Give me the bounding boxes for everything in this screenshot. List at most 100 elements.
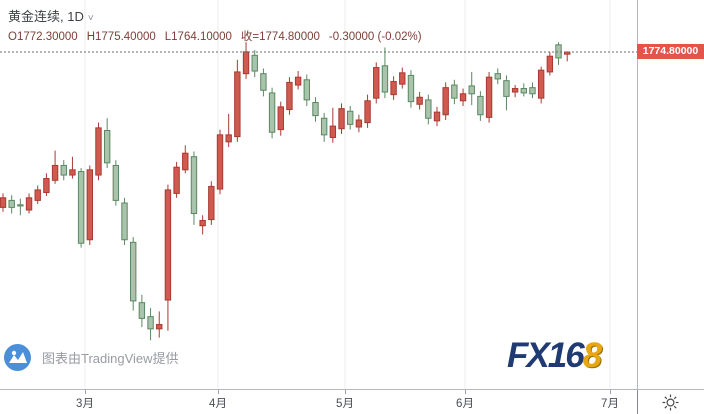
candle	[138, 294, 146, 328]
candle	[347, 106, 354, 130]
time-axis-tick	[345, 390, 346, 394]
candle	[564, 51, 571, 62]
candle	[477, 91, 484, 121]
axis-divider	[637, 390, 638, 414]
symbol-title: 黄金连续, 1D	[8, 9, 84, 24]
candle	[121, 197, 128, 245]
candle	[433, 106, 441, 127]
candle	[199, 215, 206, 235]
candle	[399, 67, 406, 89]
candle	[294, 71, 302, 90]
change-value: -0.30000 (-0.02%)	[328, 31, 422, 43]
high-value: H1775.40000	[86, 31, 156, 43]
candle	[320, 113, 328, 142]
time-axis-label: 4月	[209, 398, 227, 410]
candle	[164, 184, 172, 331]
candle	[208, 181, 215, 225]
time-axis-tick	[465, 390, 466, 394]
close-value: 收=1774.80000	[240, 31, 320, 43]
time-axis[interactable]: 3月 4月 5月 6月 7月	[0, 389, 704, 414]
candle	[268, 87, 276, 139]
candle	[112, 160, 120, 206]
candle	[537, 66, 545, 104]
time-axis-tick	[85, 390, 86, 394]
candle	[242, 42, 250, 79]
tradingview-logo-icon	[4, 343, 31, 371]
candle	[390, 76, 397, 100]
candle	[511, 85, 519, 98]
candle	[43, 173, 50, 197]
candle	[147, 307, 154, 341]
time-axis-label: 3月	[76, 398, 94, 410]
candle	[156, 311, 163, 338]
candle	[546, 51, 554, 76]
candle	[260, 68, 267, 97]
candle	[529, 82, 536, 99]
candle	[468, 71, 475, 106]
chart-legend: 黄金连续, 1D ˅ O1772.30000 H1775.40000 L1764.10…	[8, 6, 431, 44]
time-axis-tick	[218, 390, 219, 394]
ohlc-row: O1772.30000 H1775.40000 L1764.10000 收=1774.…	[8, 28, 431, 44]
candle	[520, 83, 527, 97]
candle	[86, 165, 93, 245]
candle	[286, 77, 293, 115]
candle	[225, 113, 232, 148]
time-axis-tick	[610, 390, 611, 394]
price-axis[interactable]	[637, 0, 704, 389]
candle	[485, 71, 493, 123]
candle	[373, 62, 380, 104]
candle	[251, 50, 258, 78]
time-axis-label: 6月	[456, 398, 474, 410]
candle	[51, 150, 59, 184]
chevron-down-icon[interactable]: ˅	[87, 13, 94, 24]
candle	[130, 237, 137, 311]
candle	[216, 129, 224, 195]
candle	[103, 118, 111, 169]
candle	[355, 114, 363, 133]
candle	[234, 59, 241, 142]
candle	[60, 160, 67, 181]
candle	[416, 92, 423, 110]
candlestick-chart[interactable]	[0, 0, 637, 389]
candle	[77, 168, 85, 248]
symbol-title-row[interactable]: 黄金连续, 1D ˅	[8, 6, 431, 25]
candle	[95, 122, 102, 181]
candle	[425, 94, 432, 125]
candle	[503, 75, 510, 111]
time-axis-label: 7月	[601, 398, 619, 410]
candle	[338, 103, 345, 134]
candle	[312, 97, 319, 122]
candle	[69, 156, 76, 179]
tradingview-attribution[interactable]: 图表由TradingView提供	[4, 343, 179, 371]
fx168-logo: FX168	[507, 336, 603, 375]
candle	[381, 47, 389, 99]
time-axis-label: 5月	[336, 398, 354, 410]
open-value: O1772.30000	[8, 31, 78, 43]
candle	[277, 101, 284, 136]
fx168-logo-eight: 8	[582, 336, 603, 375]
fx168-logo-text: FX16	[507, 336, 585, 375]
candle	[17, 198, 24, 216]
candle	[555, 42, 562, 65]
candle	[329, 107, 337, 143]
candle	[407, 70, 415, 108]
attribution-text: 图表由TradingView提供	[42, 350, 179, 366]
last-price-badge: 1774.80000	[637, 44, 704, 59]
candle	[494, 68, 501, 85]
axis-settings-gear-icon[interactable]	[662, 394, 679, 411]
candle	[34, 185, 41, 204]
candle	[303, 74, 311, 107]
candle	[442, 82, 449, 120]
candle	[364, 94, 371, 128]
candle	[459, 88, 467, 107]
candle	[0, 193, 7, 212]
candle	[25, 193, 33, 214]
candle	[190, 151, 198, 225]
candle	[182, 145, 189, 174]
candle	[173, 161, 180, 198]
candle	[451, 79, 458, 105]
candle	[8, 195, 15, 214]
candles-plot	[0, 0, 637, 389]
low-value: L1764.10000	[164, 31, 232, 43]
